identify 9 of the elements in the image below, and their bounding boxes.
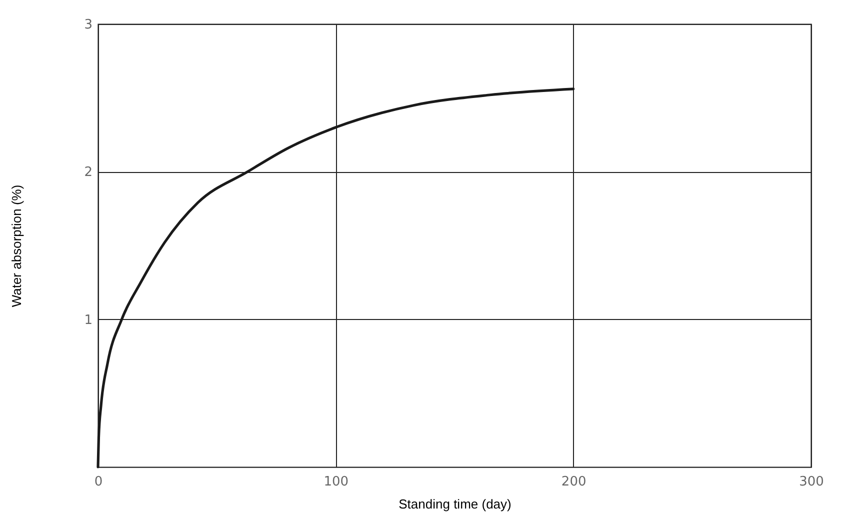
- x-tick-label: 200: [561, 474, 586, 490]
- x-tick-label: 100: [324, 474, 349, 490]
- y-tick-label: 1: [84, 312, 92, 328]
- y-tick-label: 3: [84, 18, 92, 32]
- y-axis-title: Water absorption (%): [9, 184, 24, 308]
- y-tick-label: 2: [84, 165, 92, 180]
- x-tick-label: 300: [799, 474, 824, 490]
- x-axis-title: Standing time (day): [398, 496, 512, 512]
- x-tick-label: 0: [94, 474, 103, 490]
